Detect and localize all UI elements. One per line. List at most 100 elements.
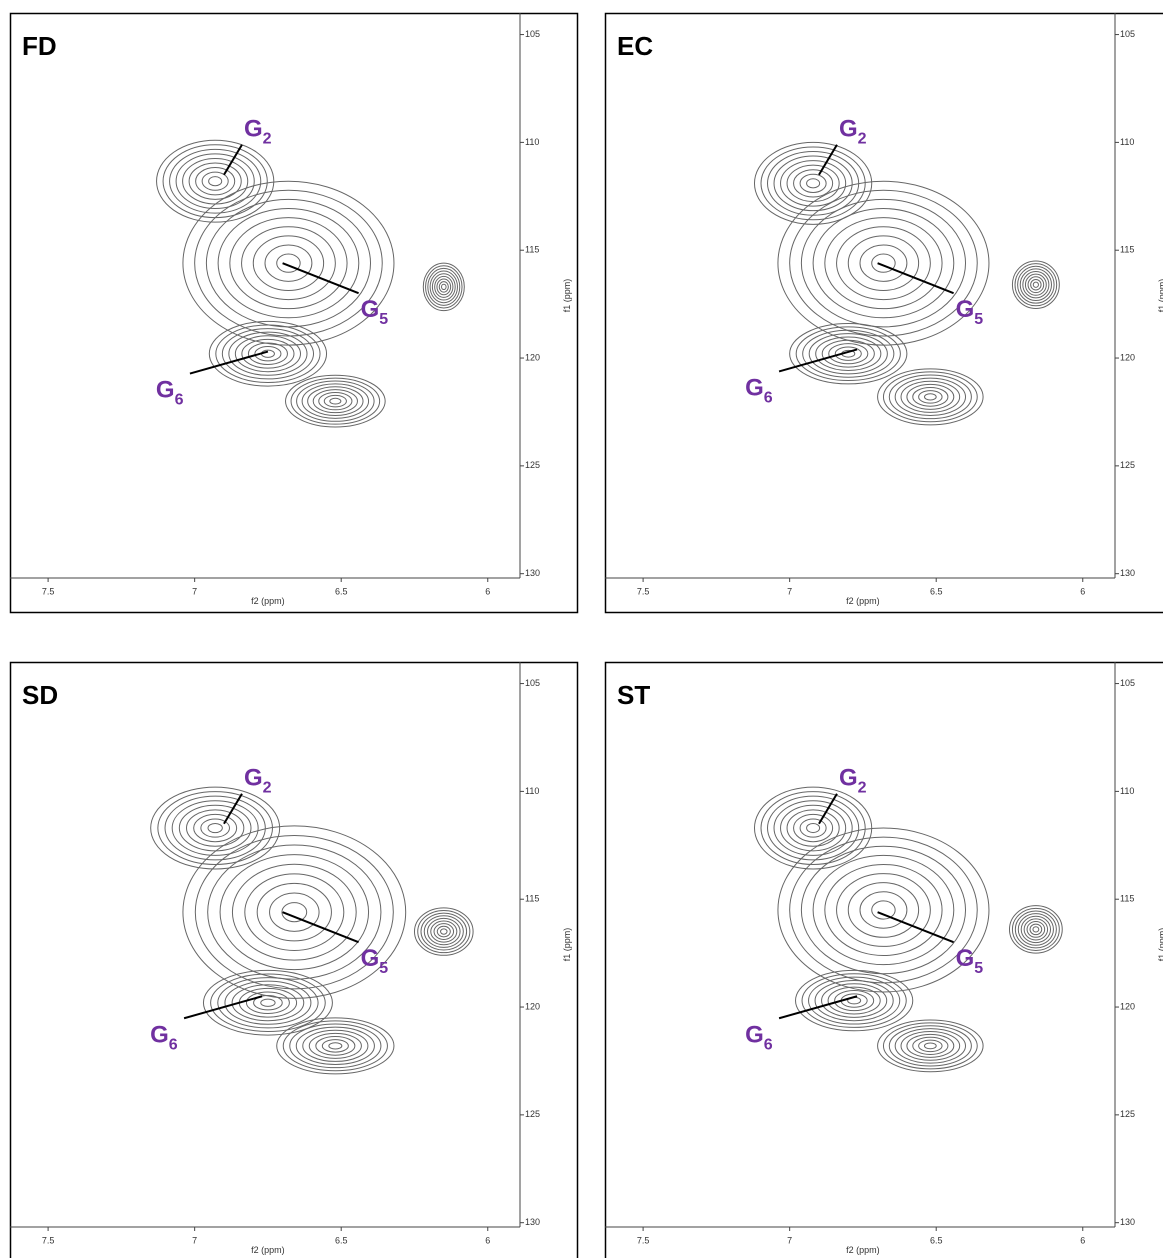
contour-line [812, 208, 955, 319]
annotation-pointer [778, 348, 858, 373]
annotation-label: G5 [361, 945, 389, 977]
contour-line [217, 977, 319, 1029]
contour-line [1011, 907, 1060, 951]
y-tick-label: 105 [525, 678, 540, 688]
contour-line [760, 791, 866, 865]
x-axis-label: f2 (ppm) [846, 1245, 880, 1255]
y-tick-label: 105 [525, 29, 540, 39]
x-tick-label: 7 [787, 586, 792, 596]
contour-line [247, 342, 288, 366]
contour-line [436, 278, 452, 296]
annotation-pointer [282, 262, 359, 295]
contour-line [436, 925, 451, 938]
contour-line [328, 1042, 343, 1050]
contour-line [888, 1025, 972, 1067]
contour-line [178, 804, 252, 852]
contour-line [224, 980, 312, 1025]
panel-frame [9, 661, 579, 1258]
contour-line [808, 333, 888, 375]
contour-line [156, 139, 275, 223]
y-tick-label: 120 [1120, 1001, 1135, 1011]
contour-line [859, 891, 908, 929]
annotation-subscript: 5 [974, 960, 983, 977]
contour-line [795, 326, 901, 382]
contour-line [906, 1033, 955, 1058]
contour-line [793, 169, 834, 198]
contour-line [777, 827, 990, 993]
contour-line [256, 882, 332, 942]
x-tick-label: 6 [1080, 586, 1085, 596]
contour-line [201, 171, 229, 191]
annotation-pointer [183, 995, 263, 1020]
x-tick-label: 6 [485, 1235, 490, 1245]
contour-line [821, 339, 875, 368]
x-axis-label: f2 (ppm) [251, 596, 285, 606]
contour-line [834, 990, 875, 1012]
contour-line [202, 969, 333, 1036]
contour-line [182, 157, 249, 205]
contour-line [285, 374, 386, 428]
contour-line [217, 208, 360, 319]
contour-line [194, 189, 383, 337]
contour-line [859, 244, 908, 282]
annotation-label: G5 [956, 296, 984, 328]
contour-line [264, 244, 313, 282]
contour-line [195, 167, 236, 196]
contour-line [200, 818, 231, 838]
panel: EC 7.5 7 6.5 6 105 110 115 120 125 130 f2 (ppm) f1 (… [604, 12, 1163, 614]
contour-line [824, 217, 943, 310]
y-tick-label: 115 [1120, 245, 1134, 255]
contour-line [276, 253, 301, 273]
annotation-subscript: 6 [764, 1036, 773, 1053]
contour-line [441, 283, 447, 291]
contour-line [238, 987, 298, 1018]
contour-line [315, 1036, 356, 1056]
annotation-pointer [778, 995, 858, 1020]
annotation-text: G [244, 116, 263, 143]
contour-line [434, 275, 454, 298]
contour-line [1019, 268, 1052, 302]
annotation-pointer [282, 911, 359, 944]
contour-line [221, 328, 315, 380]
y-tick-label: 110 [1120, 786, 1134, 796]
panel-title: FD [22, 31, 57, 61]
panel-frame [9, 12, 579, 614]
contour-line [440, 928, 448, 935]
contour-line [802, 329, 895, 378]
contour-line [877, 368, 984, 426]
contour-line [836, 226, 931, 301]
contour-line [801, 973, 907, 1028]
annotation-label: G2 [839, 765, 867, 797]
contour-line [290, 377, 381, 425]
contour-line [799, 173, 827, 193]
contour-line [923, 1042, 937, 1050]
panel: SD 7.5 7 6.5 6 105 110 115 120 125 130 f2 (ppm) f1 (… [9, 661, 579, 1258]
contour-line [254, 346, 282, 362]
contour-line [193, 813, 238, 843]
contour-line [438, 281, 449, 293]
contour-line [417, 909, 471, 954]
contour-line [806, 822, 821, 834]
contour-line [171, 800, 259, 856]
annotation-text: G [745, 1021, 764, 1048]
contour-line [1026, 920, 1046, 938]
contour-line [780, 804, 847, 852]
contour-line [307, 386, 364, 417]
contour-line [900, 380, 961, 413]
contour-line [186, 809, 245, 847]
contour-line [789, 189, 978, 337]
contour-line [433, 923, 455, 940]
y-tick-label: 115 [525, 894, 539, 904]
y-tick-label: 120 [1120, 352, 1135, 362]
contour-line [231, 984, 305, 1022]
contour-line [252, 235, 325, 291]
contour-line [431, 273, 456, 301]
contour-line [282, 1020, 388, 1072]
contour-line [427, 267, 461, 306]
contour-line [871, 900, 896, 920]
contour-line [289, 1023, 382, 1069]
contour-line [918, 1039, 943, 1053]
contour-line [767, 795, 860, 861]
contour-line [422, 262, 465, 312]
